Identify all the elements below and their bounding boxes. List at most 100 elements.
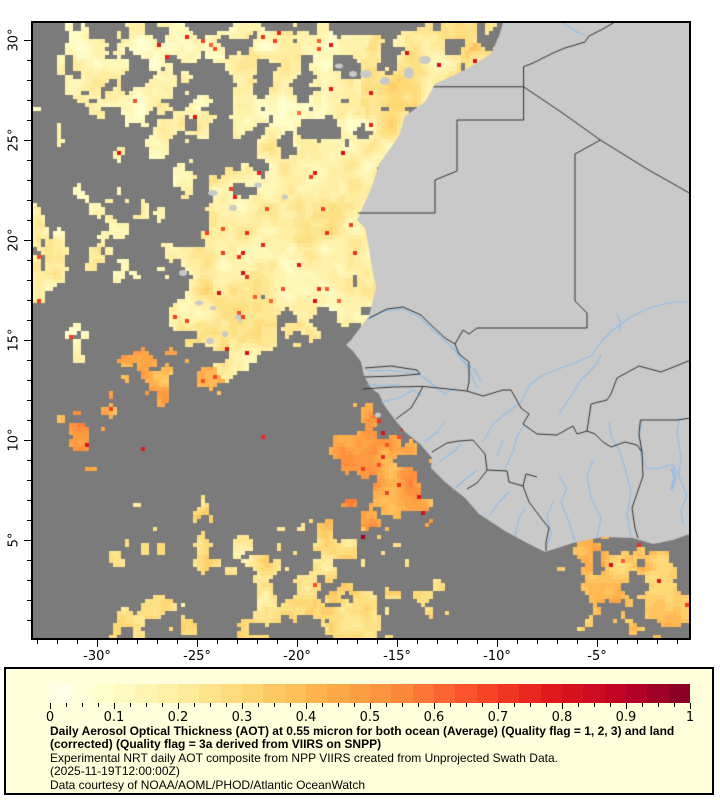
- colorbar-segment: [455, 684, 477, 703]
- colorbar-tick: [562, 703, 563, 709]
- colorbar-tick: [386, 703, 387, 707]
- y-axis-tick-label: 15°: [6, 328, 22, 352]
- colorbar-segment: [604, 684, 626, 703]
- colorbar-segment: [327, 684, 349, 703]
- colorbar-tick: [578, 703, 579, 707]
- colorbar-tick: [370, 703, 371, 709]
- colorbar-tick: [530, 703, 531, 707]
- axis-tick: [657, 640, 658, 644]
- colorbar-tick: [306, 703, 307, 709]
- colorbar-tick-label: 0: [45, 710, 55, 725]
- axis-tick: [537, 640, 538, 644]
- axis-tick: [27, 60, 31, 61]
- colorbar-tick-label: 0.8: [551, 710, 573, 725]
- colorbar-tick: [402, 703, 403, 707]
- axis-tick: [27, 380, 31, 381]
- axis-tick: [217, 640, 218, 644]
- x-axis-tick-label: -15°: [383, 649, 411, 664]
- colorbar-tick: [610, 703, 611, 707]
- axis-tick: [337, 640, 338, 644]
- colorbar-segment: [50, 684, 72, 703]
- colorbar-tick: [194, 703, 195, 707]
- colorbar-tick: [162, 703, 163, 707]
- colorbar-segment: [348, 684, 370, 703]
- colorbar-tick: [114, 703, 115, 709]
- axis-tick: [597, 640, 598, 647]
- axis-tick: [27, 480, 31, 481]
- product-timestamp: (2025-11-19T12:00:00Z): [50, 764, 180, 779]
- axis-tick: [197, 640, 198, 647]
- colorbar-segment: [177, 684, 200, 703]
- axis-tick: [27, 280, 31, 281]
- colorbar-segment: [135, 684, 157, 703]
- colorbar-tick: [546, 703, 547, 707]
- colorbar-tick: [658, 703, 659, 707]
- axis-tick: [27, 160, 31, 161]
- axis-tick: [24, 540, 31, 541]
- axis-tick: [27, 360, 31, 361]
- legend-caption: Daily Aerosol Optical Thickness (AOT) at…: [50, 724, 702, 792]
- colorbar-tick: [242, 703, 243, 709]
- axis-tick: [27, 200, 31, 201]
- axis-tick: [257, 640, 258, 644]
- colorbar-tick: [498, 703, 499, 709]
- x-axis-tick-label: -30°: [83, 649, 111, 664]
- colorbar-segment: [583, 684, 605, 703]
- axis-tick: [27, 620, 31, 621]
- axis-tick: [27, 560, 31, 561]
- colorbar-tick: [178, 703, 179, 709]
- axis-tick: [137, 640, 138, 644]
- product-description: Experimental NRT daily AOT composite fro…: [50, 750, 558, 765]
- axis-tick: [24, 140, 31, 141]
- colorbar-tick-label: 0.4: [295, 710, 317, 725]
- colorbar-segment: [199, 684, 221, 703]
- colorbar-tick: [626, 703, 627, 709]
- axis-tick: [317, 640, 318, 644]
- axis-tick: [27, 600, 31, 601]
- colorbar-tick-label: 0.3: [231, 710, 253, 725]
- axis-tick: [27, 260, 31, 261]
- axis-tick: [27, 120, 31, 121]
- axis-tick: [157, 640, 158, 644]
- colorbar-segment: [369, 684, 392, 703]
- colorbar-segment: [156, 684, 178, 703]
- axis-tick: [517, 640, 518, 644]
- colorbar-tick: [466, 703, 467, 707]
- colorbar-segment: [391, 684, 413, 703]
- axis-tick: [77, 640, 78, 644]
- colorbar-tick-label: 1: [685, 710, 695, 725]
- y-axis-tick-label: 25°: [6, 128, 22, 152]
- colorbar-tick: [690, 703, 691, 709]
- x-axis-tick-label: -20°: [283, 649, 311, 664]
- axis-tick: [24, 440, 31, 441]
- colorbar-tick: [98, 703, 99, 707]
- colorbar-tick-label: 0.1: [103, 710, 125, 725]
- map-frame: [31, 21, 691, 640]
- colorbar-tick: [434, 703, 435, 709]
- colorbar-tick: [290, 703, 291, 707]
- axis-tick: [27, 420, 31, 421]
- colorbar-tick: [482, 703, 483, 707]
- colorbar-tick: [226, 703, 227, 707]
- colorbar-tick: [66, 703, 67, 707]
- axis-tick: [24, 40, 31, 41]
- axis-tick: [357, 640, 358, 644]
- axis-tick: [677, 640, 678, 644]
- axis-tick: [27, 180, 31, 181]
- colorbar-tick-label: 0.9: [615, 710, 637, 725]
- axis-tick: [497, 640, 498, 647]
- colorbar-tick-label: 0.2: [167, 710, 189, 725]
- colorbar-tick: [274, 703, 275, 707]
- colorbar-tick: [210, 703, 211, 707]
- y-axis-tick-label: 5°: [6, 532, 22, 548]
- axis-tick: [27, 580, 31, 581]
- colorbar-tick: [258, 703, 259, 707]
- axis-tick: [27, 320, 31, 321]
- colorbar-tick: [642, 703, 643, 707]
- colorbar-tick: [674, 703, 675, 707]
- axis-tick: [37, 640, 38, 644]
- axis-tick: [617, 640, 618, 644]
- colorbar-tick: [322, 703, 323, 707]
- axis-tick: [27, 80, 31, 81]
- colorbar-segment: [433, 684, 456, 703]
